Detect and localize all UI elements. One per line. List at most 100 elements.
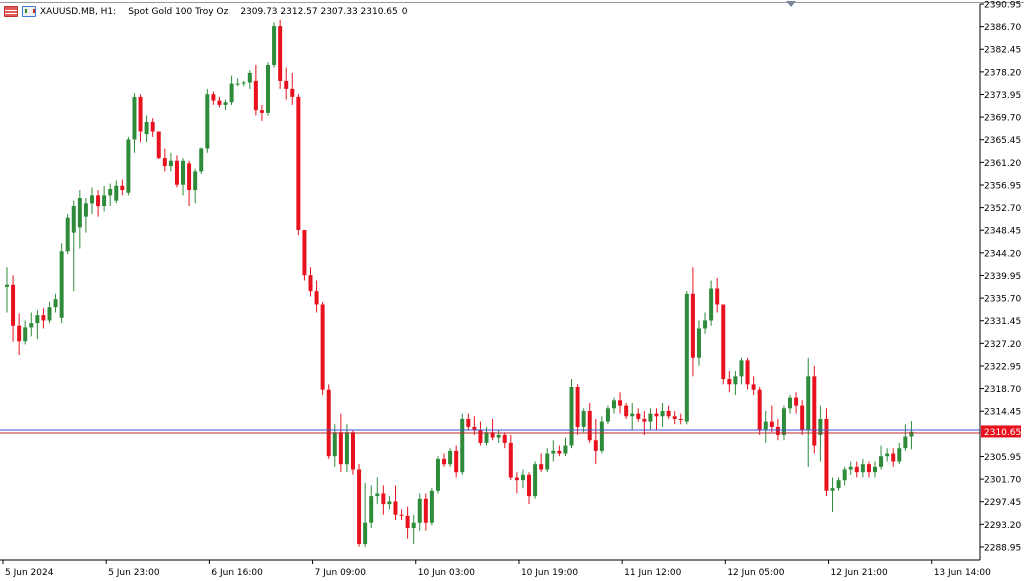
candle-bull[interactable] [89,195,94,204]
candle-bear[interactable] [587,410,592,441]
candle-bull[interactable] [612,400,616,409]
candle-bull[interactable] [47,307,52,321]
candle-bear[interactable] [654,413,659,417]
candle-bear[interactable] [745,360,750,385]
candle-bull[interactable] [199,148,204,172]
chart-menu-icon[interactable] [4,6,18,17]
candle-bear[interactable] [399,514,404,516]
candle-bull[interactable] [873,466,878,473]
candle-bull[interactable] [223,102,228,105]
candle-bear[interactable] [326,389,331,457]
candle-bull[interactable] [551,450,556,454]
candle-bear[interactable] [624,405,629,417]
candle-bull[interactable] [29,323,34,328]
candle-bull[interactable] [733,376,738,385]
candle-bull[interactable] [836,480,841,489]
candle-bear[interactable] [41,315,46,321]
candle-bear[interactable] [314,291,319,305]
candle-bull[interactable] [484,432,489,443]
candle-bull[interactable] [599,421,604,451]
candle-bear[interactable] [466,418,471,427]
candle-bull[interactable] [460,418,465,473]
candle-bull[interactable] [739,360,744,377]
candle-bull[interactable] [35,315,40,324]
candle-bull[interactable] [581,410,586,427]
candle-bull[interactable] [909,431,914,437]
candle-bull[interactable] [102,195,107,207]
candle-bear[interactable] [454,450,459,473]
candle-bear[interactable] [138,96,143,132]
candle-bull[interactable] [879,456,884,467]
candle-bull[interactable] [788,397,793,409]
candle-bull[interactable] [703,320,708,329]
candle-bear[interactable] [866,464,871,473]
candle-bear[interactable] [800,405,805,430]
candle-bear[interactable] [211,94,216,101]
candle-bear[interactable] [423,498,428,523]
candle-bull[interactable] [806,376,811,430]
candle-bear[interactable] [17,325,22,342]
candle-bull[interactable] [114,185,119,201]
candle-bull[interactable] [235,83,240,85]
candle-bear[interactable] [478,429,483,443]
candle-bear[interactable] [636,413,641,419]
candle-bull[interactable] [77,198,82,228]
candle-bear[interactable] [672,416,677,419]
candle-bull[interactable] [411,522,416,529]
candle-bull[interactable] [132,96,137,140]
candle-bull[interactable] [885,453,890,457]
candle-bull[interactable] [605,408,610,422]
candle-bear[interactable] [96,195,101,207]
candle-bear[interactable] [794,397,799,406]
candle-bull[interactable] [429,490,434,523]
candle-bear[interactable] [381,493,386,505]
candle-bear[interactable] [11,284,16,326]
candle-bull[interactable] [569,386,574,446]
candle-bear[interactable] [557,450,562,454]
candle-bear[interactable] [259,110,264,113]
candle-bear[interactable] [187,163,192,191]
candle-bear[interactable] [854,466,859,473]
candle-bull[interactable] [818,418,823,435]
candle-bear[interactable] [812,376,817,446]
candle-bear[interactable] [357,469,362,545]
candle-bear[interactable] [769,421,774,427]
candle-bull[interactable] [684,293,689,422]
candle-bull[interactable] [520,474,525,481]
candle-bear[interactable] [690,293,695,358]
candle-bear[interactable] [666,410,671,417]
candle-bull[interactable] [709,288,714,321]
candle-bull[interactable] [387,501,392,505]
candle-bear[interactable] [284,80,289,89]
candle-bull[interactable] [763,421,768,430]
candle-bear[interactable] [120,185,125,191]
candle-bull[interactable] [205,94,210,149]
candle-bull[interactable] [435,458,440,491]
candle-bear[interactable] [162,158,167,167]
candle-bear[interactable] [678,418,683,421]
candle-bear[interactable] [156,131,161,159]
candle-bear[interactable] [302,229,307,276]
candle-bull[interactable] [332,432,337,457]
candle-bull[interactable] [168,160,173,167]
candle-bull[interactable] [65,217,70,252]
candle-bear[interactable] [757,389,762,430]
candle-bull[interactable] [630,413,635,417]
candle-bull[interactable] [533,464,538,497]
candle-bear[interactable] [891,453,896,462]
candle-bull[interactable] [417,498,422,523]
candle-bull[interactable] [897,448,902,462]
candle-bull[interactable] [53,299,58,308]
candle-bull[interactable] [272,26,277,65]
candle-bear[interactable] [338,432,343,465]
candle-bear[interactable] [217,100,222,105]
chart-shift-marker-icon[interactable] [786,1,796,7]
candle-bear[interactable] [751,384,756,390]
candle-bull[interactable] [83,203,88,217]
candle-bull[interactable] [563,445,568,454]
candle-bull[interactable] [830,488,835,491]
candle-bull[interactable] [59,251,64,318]
candle-bear[interactable] [308,275,313,292]
candle-bull[interactable] [369,496,374,523]
candle-bull[interactable] [648,413,653,422]
